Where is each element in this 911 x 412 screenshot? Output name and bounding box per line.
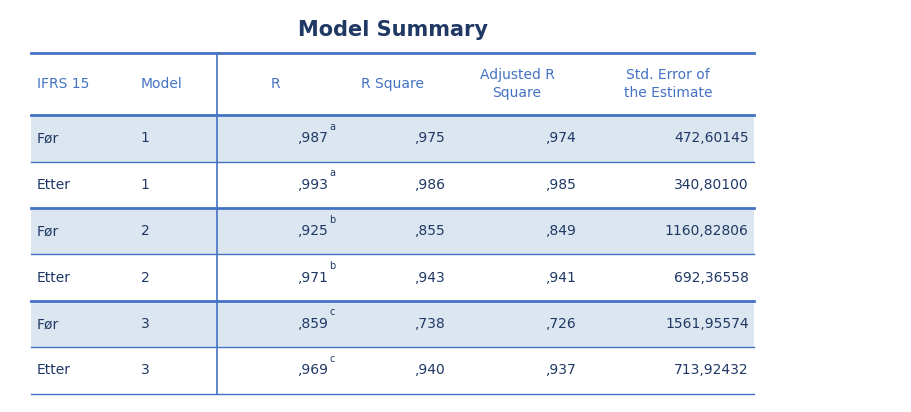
- Bar: [31, 208, 753, 255]
- Text: 1: 1: [140, 131, 149, 145]
- Text: ,943: ,943: [415, 271, 445, 285]
- Bar: [31, 255, 753, 301]
- Text: Model Summary: Model Summary: [297, 20, 487, 40]
- Text: ,971: ,971: [297, 271, 328, 285]
- Text: ,738: ,738: [415, 317, 445, 331]
- Text: c: c: [329, 354, 334, 364]
- Text: ,974: ,974: [546, 131, 577, 145]
- Text: 1: 1: [140, 178, 149, 192]
- Text: b: b: [329, 215, 335, 225]
- Text: b: b: [329, 261, 335, 271]
- Text: Før: Før: [36, 317, 59, 331]
- Text: R: R: [271, 77, 280, 91]
- Text: ,849: ,849: [546, 224, 577, 238]
- Text: 340,80100: 340,80100: [673, 178, 748, 192]
- Text: 713,92432: 713,92432: [673, 363, 748, 377]
- Bar: [31, 162, 753, 208]
- Text: ,940: ,940: [415, 363, 445, 377]
- Text: ,925: ,925: [298, 224, 328, 238]
- Text: 2: 2: [140, 271, 149, 285]
- Text: Model: Model: [140, 77, 182, 91]
- Text: ,986: ,986: [415, 178, 445, 192]
- Text: a: a: [329, 122, 335, 132]
- Text: IFRS 15: IFRS 15: [36, 77, 89, 91]
- Text: Etter: Etter: [36, 178, 71, 192]
- Text: Std. Error of
the Estimate: Std. Error of the Estimate: [623, 68, 711, 100]
- Text: Adjusted R
Square: Adjusted R Square: [479, 68, 554, 100]
- Text: 1561,95574: 1561,95574: [664, 317, 748, 331]
- Text: ,975: ,975: [415, 131, 445, 145]
- Text: ,726: ,726: [546, 317, 577, 331]
- Text: R Square: R Square: [361, 77, 424, 91]
- Bar: [31, 301, 753, 347]
- Text: ,941: ,941: [546, 271, 577, 285]
- Text: Før: Før: [36, 224, 59, 238]
- Bar: [31, 347, 753, 394]
- Text: ,993: ,993: [297, 178, 328, 192]
- Text: ,987: ,987: [297, 131, 328, 145]
- Text: c: c: [329, 307, 334, 318]
- Text: Etter: Etter: [36, 271, 71, 285]
- Text: ,969: ,969: [297, 363, 328, 377]
- Text: a: a: [329, 168, 335, 178]
- Text: 2: 2: [140, 224, 149, 238]
- Text: Etter: Etter: [36, 363, 71, 377]
- Text: 1160,82806: 1160,82806: [664, 224, 748, 238]
- Bar: [31, 115, 753, 162]
- Text: 3: 3: [140, 317, 149, 331]
- Text: 472,60145: 472,60145: [673, 131, 748, 145]
- Text: Før: Før: [36, 131, 59, 145]
- Text: ,859: ,859: [297, 317, 328, 331]
- Text: 3: 3: [140, 363, 149, 377]
- Text: ,937: ,937: [546, 363, 577, 377]
- Text: 692,36558: 692,36558: [673, 271, 748, 285]
- Text: ,985: ,985: [546, 178, 577, 192]
- Text: ,855: ,855: [415, 224, 445, 238]
